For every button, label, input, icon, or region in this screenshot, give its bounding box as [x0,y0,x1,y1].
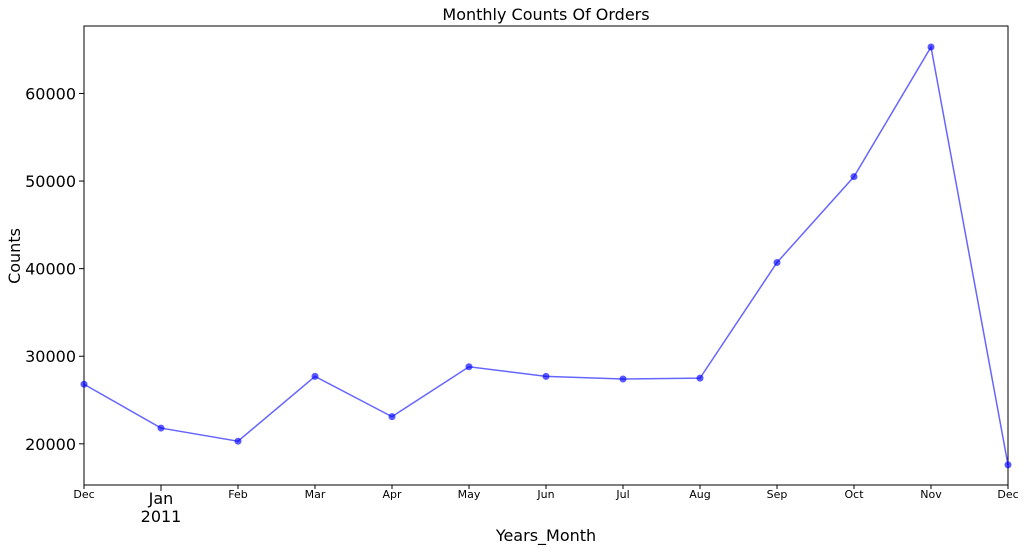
y-axis-label: Counts [5,228,24,284]
x-tick-label: Dec [73,488,94,501]
y-tick-label: 60000 [25,84,76,103]
x-tick-label: Jun [536,488,554,501]
x-axis: Dec Jan Feb Mar Apr May Jun Jul Aug Sep Oct Nov Dec 2… [73,485,1019,526]
y-tick-label: 20000 [25,435,76,454]
x-tick-label: May [458,488,481,501]
data-point [234,437,242,445]
data-point [1004,461,1012,469]
x-tick-label: Apr [382,488,402,501]
data-point [850,173,858,181]
y-tick-label: 50000 [25,172,76,191]
data-point [619,375,627,383]
plot-frame [83,25,1009,486]
x-tick-year-label: 2011 [141,507,182,526]
x-tick-label: Mar [305,488,326,501]
data-point [773,259,781,267]
data-point [927,43,935,51]
x-axis-label: Years_Month [495,526,596,546]
x-tick-label: Nov [920,488,942,501]
y-tick-label: 30000 [25,347,76,366]
x-tick-label: Sep [767,488,788,501]
x-tick-label: Oct [844,488,864,501]
data-point [157,424,165,432]
x-tick-label: Feb [228,488,247,501]
x-tick-label: Jan [148,489,174,508]
data-point [311,372,319,380]
series-line [83,44,1009,465]
y-axis: 20000 30000 40000 50000 60000 [25,84,84,454]
y-tick-label: 40000 [25,260,76,279]
data-point [696,374,704,382]
data-point [542,372,550,380]
series-group [80,43,1012,469]
x-tick-label: Aug [689,488,710,501]
chart-title: Monthly Counts Of Orders [442,5,649,24]
data-point [80,380,88,388]
x-tick-label: Dec [997,488,1018,501]
x-tick-label: Jul [615,488,629,501]
data-point [465,363,473,371]
data-point [388,413,396,421]
